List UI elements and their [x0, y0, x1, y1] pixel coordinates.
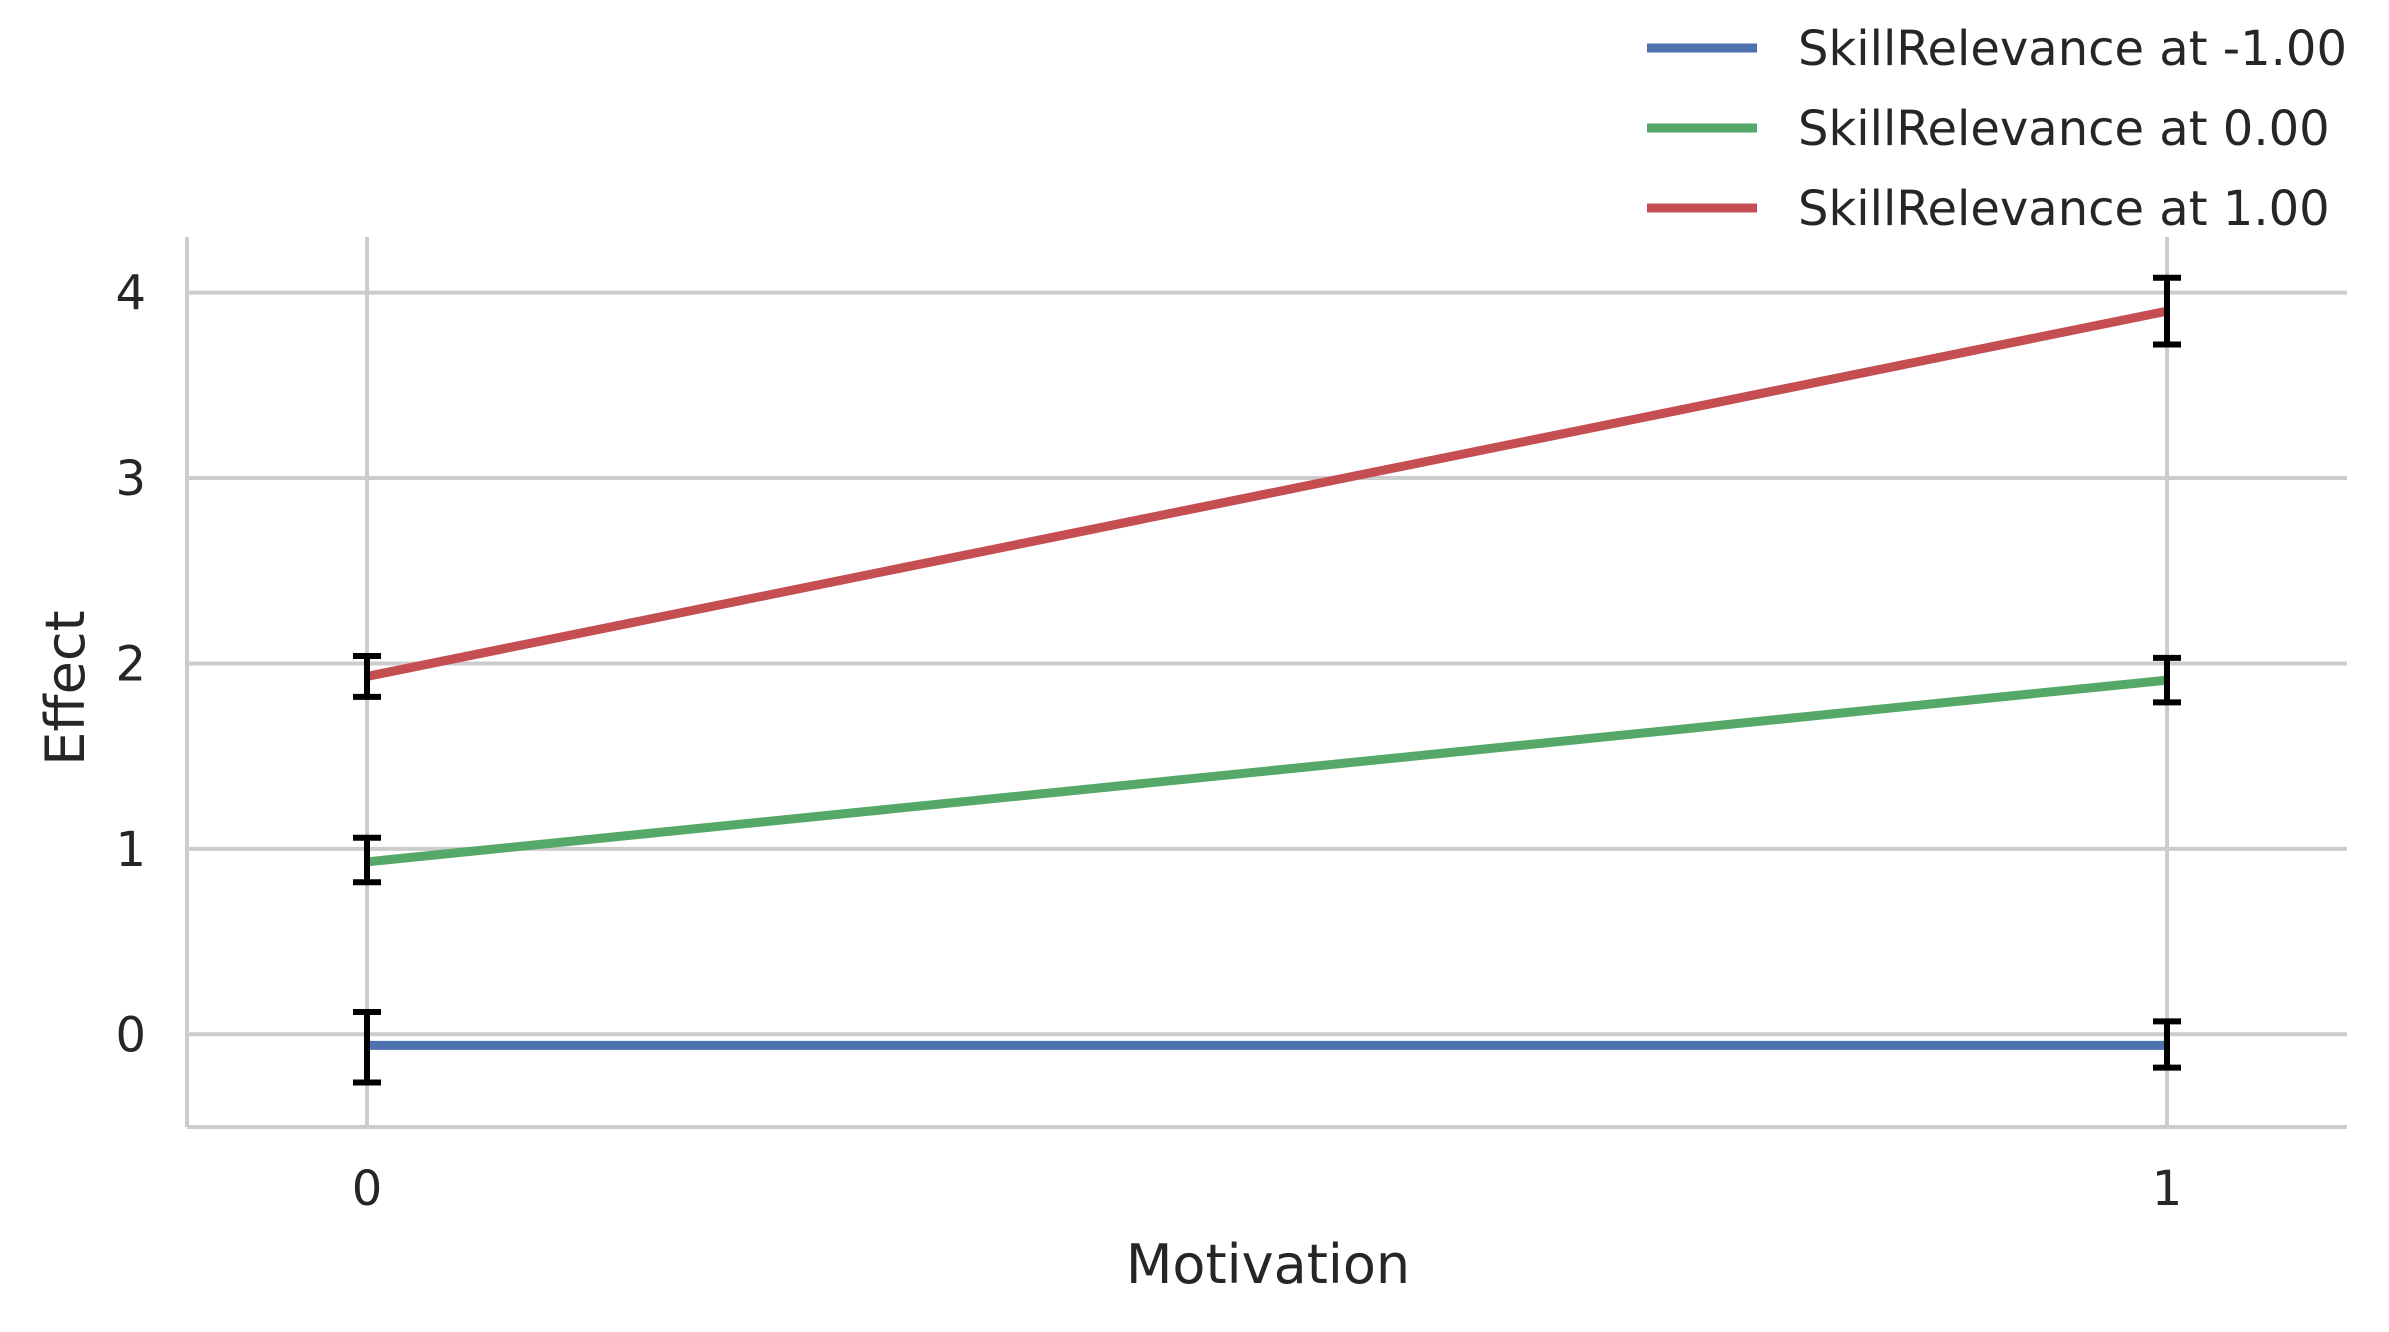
series-line [366, 306, 2168, 681]
errorbar-layer [353, 274, 2181, 1086]
x-axis-label: Motivation [1126, 1233, 1410, 1296]
series-line [366, 675, 2168, 867]
series-layer [366, 306, 2168, 1050]
x-tick-label: 0 [352, 1161, 383, 1217]
x-tick-label: 1 [2152, 1161, 2183, 1217]
y-tick-label: 0 [115, 1007, 146, 1063]
spine-layer [185, 237, 2347, 1129]
y-tick-label: 1 [115, 822, 146, 878]
grid-layer [187, 237, 2347, 1127]
y-tick-label: 3 [115, 451, 146, 507]
y-tick-label: 4 [115, 266, 146, 322]
legend: SkillRelevance at -1.00 SkillRelevance at… [1647, 21, 2347, 237]
tick-layer: 0 1 2 3 4 0 1 [115, 266, 2182, 1217]
legend-label: SkillRelevance at -1.00 [1798, 21, 2347, 77]
legend-label: SkillRelevance at 0.00 [1798, 101, 2330, 157]
legend-label: SkillRelevance at 1.00 [1798, 181, 2330, 237]
y-tick-label: 2 [115, 636, 146, 692]
y-axis-label: Effect [34, 610, 97, 765]
